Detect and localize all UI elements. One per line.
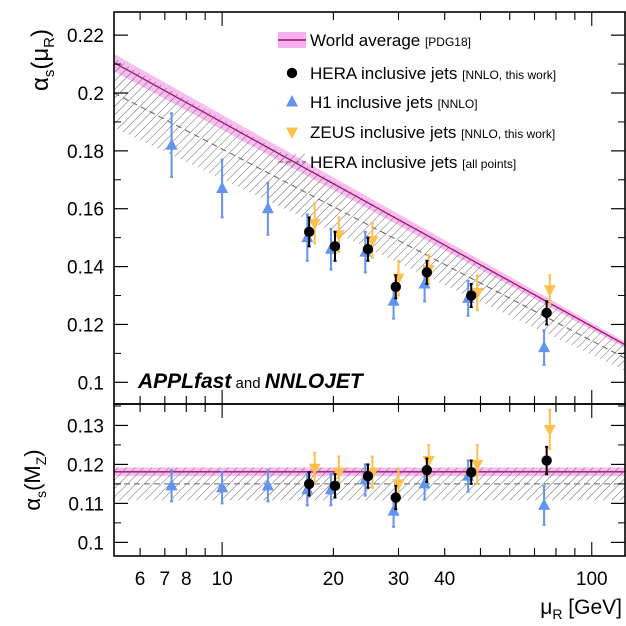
x-tick-label-7: 7 xyxy=(160,569,171,590)
legend-marker-2 xyxy=(286,95,298,107)
bottom-y-tick-label-2: 0.12 xyxy=(67,455,104,476)
top-y-tick-label-2: 0.14 xyxy=(67,258,104,279)
top-zeus-point-5 xyxy=(471,288,484,300)
top-hera-point-3 xyxy=(390,281,401,293)
bottom-h1-point-7 xyxy=(418,476,431,489)
legend-marker-3 xyxy=(286,127,298,139)
top-h1-point-7 xyxy=(418,276,431,289)
bottom-h1-point-0 xyxy=(165,478,178,491)
bottom-zeus-point-5 xyxy=(471,459,484,472)
x-tick-label-6: 6 xyxy=(135,569,146,590)
top-y-tick-label-1: 0.12 xyxy=(67,315,104,336)
bottom-hera-point-3 xyxy=(390,492,401,503)
top-zeus-point-2 xyxy=(366,236,379,248)
legend-label-4: HERA inclusive jets [all points] xyxy=(310,153,516,172)
bottom-hera-point-2 xyxy=(362,470,374,482)
top-h1-point-9 xyxy=(538,340,551,353)
legend-label-1: HERA inclusive jets [NNLO, this work] xyxy=(310,64,556,83)
bottom-axes: 0.1 0.11 0.12 0.13 6 7 8 10 20 30 40 100 xyxy=(67,404,625,590)
bottom-y-tick-label-1: 0.11 xyxy=(68,494,104,515)
x-tick-label-20: 20 xyxy=(323,569,344,590)
legend-label-2: H1 inclusive jets [NNLO] xyxy=(310,93,478,112)
software-annotation: APPLfast and NNLOJET xyxy=(137,370,365,393)
top-bands xyxy=(114,53,625,371)
top-hera-point-2 xyxy=(362,244,374,255)
bottom-h1-point-6 xyxy=(387,504,400,516)
top-hera-point-4 xyxy=(421,267,433,278)
bottom-h1-point-1 xyxy=(216,480,229,493)
top-y-tick-label-6: 0.22 xyxy=(67,26,104,47)
top-axes: 0.1 0.12 0.14 0.16 0.18 0.2 0.22 xyxy=(67,12,625,404)
bottom-h1-point-9 xyxy=(538,498,551,510)
x-tick-label-8: 8 xyxy=(181,569,192,590)
bottom-hera-point-1 xyxy=(329,480,341,492)
top-zeus-point-0 xyxy=(308,218,321,231)
x-tick-label-30: 30 xyxy=(388,569,409,590)
legend-label-3: ZEUS inclusive jets [NNLO, this work] xyxy=(310,123,555,142)
bottom-data-points xyxy=(165,408,556,528)
bottom-zeus-point-3 xyxy=(392,479,405,491)
top-hera-point-0 xyxy=(303,226,315,238)
legend: World average [PDG18] HERA inclusive jets… xyxy=(278,31,556,172)
top-h1-point-2 xyxy=(261,201,274,214)
top-h1-point-0 xyxy=(165,138,178,150)
top-zeus-point-6 xyxy=(543,285,556,297)
bottom-y-tick-label-3: 0.13 xyxy=(67,416,104,437)
top-data-points xyxy=(165,112,556,366)
bottom-hera-point-0 xyxy=(303,478,315,490)
legend-label-0: World average [PDG18] xyxy=(310,31,471,50)
top-h1-point-6 xyxy=(387,294,400,306)
bottom-hera-point-6 xyxy=(541,455,552,466)
top-hera-all-points-line xyxy=(114,92,625,359)
bottom-zeus-point-0 xyxy=(308,463,321,476)
bottom-hera-point-5 xyxy=(466,467,477,478)
bottom-hera-point-4 xyxy=(421,465,433,476)
x-tick-label-40: 40 xyxy=(434,569,455,590)
top-hera-point-1 xyxy=(329,241,341,252)
bottom-zeus-point-1 xyxy=(332,467,345,480)
top-h1-point-1 xyxy=(216,181,229,193)
legend-marker-1 xyxy=(286,67,298,79)
top-y-axis-title: αs(μR) xyxy=(27,29,58,91)
x-tick-label-100: 100 xyxy=(576,569,608,590)
bottom-y-tick-label-0: 0.1 xyxy=(78,533,104,554)
bottom-y-axis-title: αs(MZ) xyxy=(20,449,49,510)
bottom-h1-point-2 xyxy=(261,478,274,491)
bottom-zeus-point-6 xyxy=(543,424,556,437)
top-y-tick-label-4: 0.18 xyxy=(67,142,104,163)
top-y-tick-label-5: 0.2 xyxy=(78,84,104,105)
legend-hera-all-points-swatch xyxy=(278,154,306,170)
top-hera-point-5 xyxy=(466,290,477,301)
top-hera-all-points-band xyxy=(114,58,625,371)
bottom-panel-frame xyxy=(113,403,626,557)
top-y-tick-label-0: 0.1 xyxy=(78,373,104,394)
x-axis-title: μR [GeV] xyxy=(540,596,622,622)
x-tick-label-10: 10 xyxy=(212,569,233,590)
top-y-tick-label-3: 0.16 xyxy=(67,200,104,221)
top-hera-point-6 xyxy=(541,307,552,319)
